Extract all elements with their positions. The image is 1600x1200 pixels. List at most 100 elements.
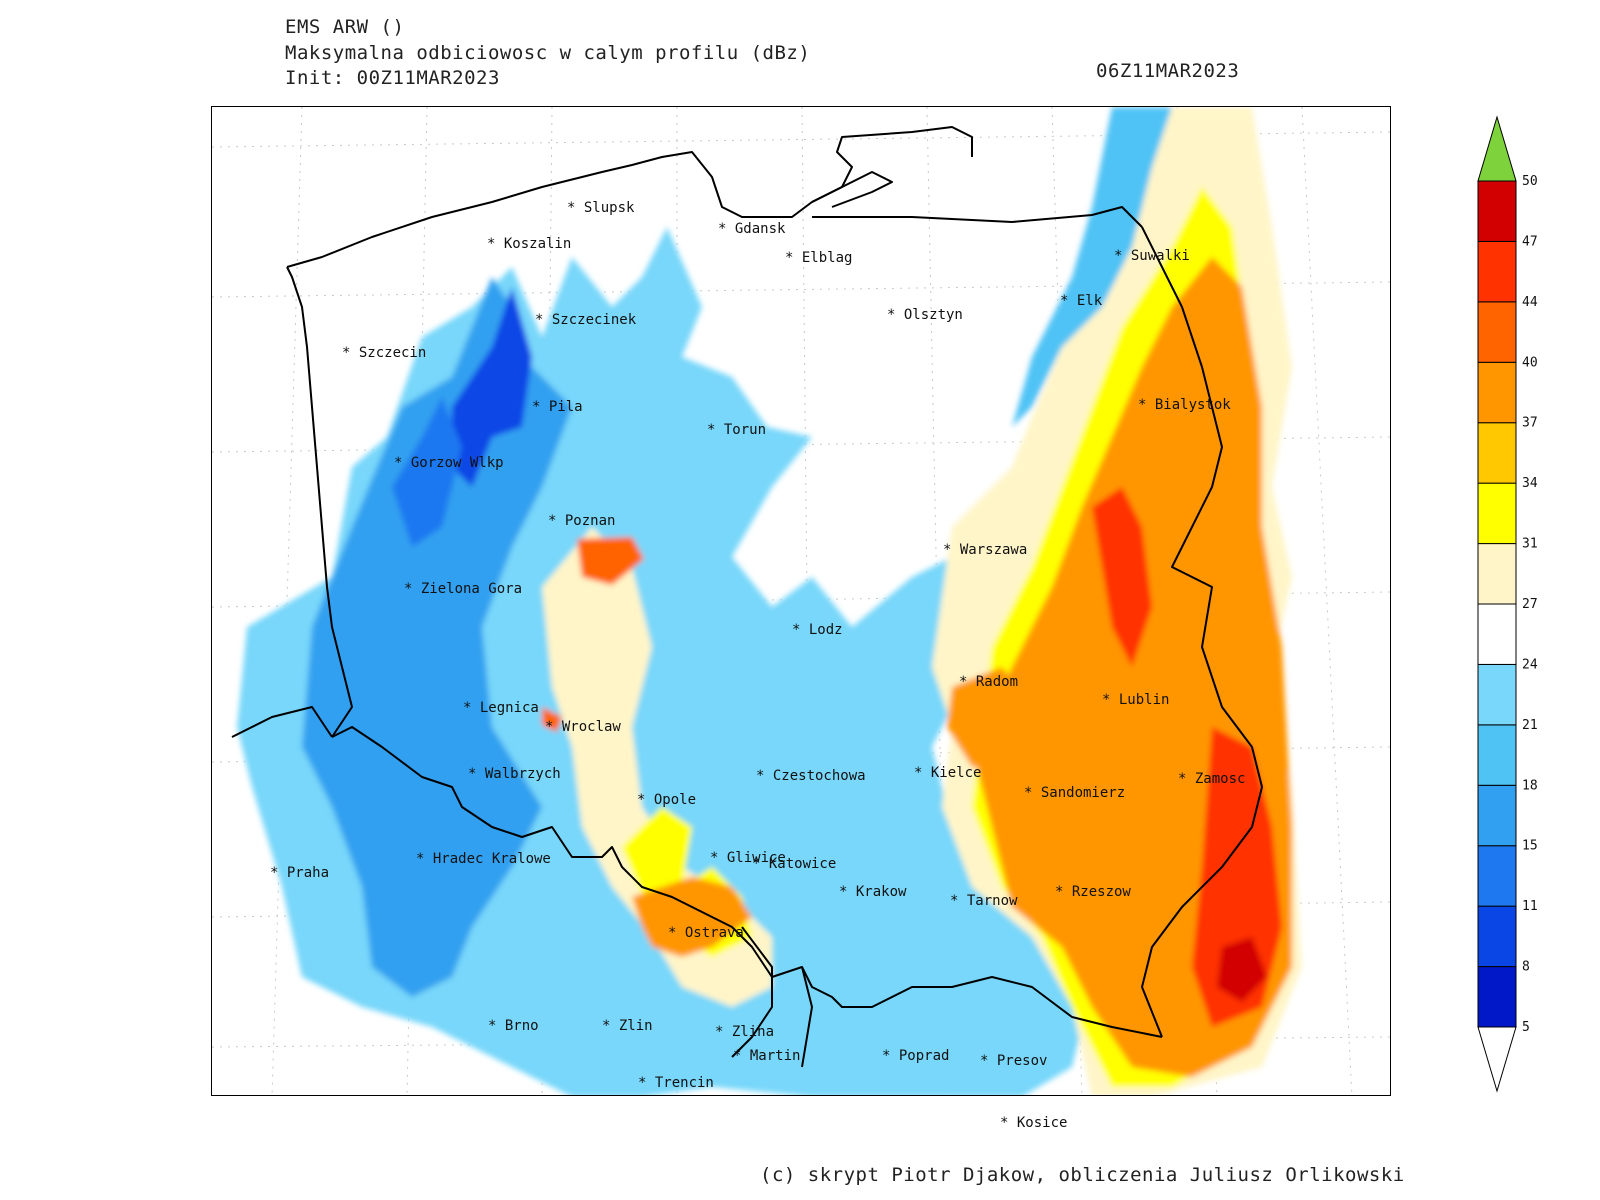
credit: (c) skrypt Piotr Djakow, obliczenia Juli… [760, 1164, 1405, 1186]
colorbar-tick-label: 18 [1522, 778, 1538, 793]
colorbar-tick-label: 50 [1522, 174, 1538, 189]
city-walbrzych: * Walbrzych [468, 766, 561, 782]
city-kosice-label-wrap: * Kosice [1000, 1115, 1067, 1131]
baltic-coast [286, 126, 973, 268]
city-gorzow: * Gorzow Wlkp [394, 455, 504, 471]
colorbar-box [1477, 724, 1517, 786]
eastern-border [1141, 226, 1263, 1038]
city-praha: * Praha [270, 865, 329, 881]
city-koszalin: * Koszalin [487, 236, 571, 252]
southern-border [331, 726, 1163, 1038]
city-krakow: * Krakow [839, 884, 907, 900]
colorbar-tick-label: 15 [1522, 839, 1538, 854]
colorbar-tick-label: 31 [1522, 537, 1538, 552]
city-pila: * Pila [532, 399, 583, 415]
city-kielce: * Kielce [914, 765, 981, 781]
city-gliwice: * Gliwice [710, 850, 786, 866]
city-kosice: * Kosice [1000, 1115, 1067, 1131]
colorbar-under-triangle [1477, 1026, 1517, 1093]
colorbar-tick-label: 47 [1522, 234, 1538, 249]
colorbar-labels: 5 8 11 15 18 21 24 27 31 34 37 40 44 47 50 [1522, 174, 1538, 1035]
western-border [286, 266, 353, 738]
colorbar-tick-label: 21 [1522, 718, 1538, 733]
colorbar-box [1477, 543, 1517, 605]
city-warszawa: * Warszawa [943, 542, 1027, 558]
init-time: Init: 00Z11MAR2023 [285, 67, 500, 89]
city-opole: * Opole [637, 792, 696, 808]
city-zamosc: * Zamosc [1178, 771, 1245, 787]
city-radom: * Radom [959, 674, 1018, 690]
city-lublin: * Lublin [1102, 692, 1169, 708]
city-martin: * Martin [733, 1048, 800, 1064]
city-szczecinek: * Szczecinek [535, 312, 637, 328]
model-title: EMS ARW () [285, 16, 405, 38]
city-olsztyn: * Olsztyn [887, 307, 963, 323]
city-trencin: * Trencin [638, 1075, 714, 1091]
colorbar-tick-label: 44 [1522, 295, 1538, 310]
echo-dark-blue-north [392, 397, 462, 547]
city-szczecin: * Szczecin [342, 345, 426, 361]
city-elblag: * Elblag [785, 250, 852, 266]
city-poznan: * Poznan [548, 513, 615, 529]
colorbar-box [1477, 482, 1517, 545]
colorbar-box [1477, 180, 1517, 242]
west-border-south [231, 706, 333, 738]
city-legnica: * Legnica [463, 700, 539, 716]
colorbar-box [1477, 301, 1517, 363]
colorbar-tick-label: 27 [1522, 597, 1538, 612]
city-torun: * Torun [707, 422, 766, 438]
slovak-hungary-border [801, 966, 813, 1068]
colorbar-box [1477, 905, 1517, 968]
city-czestochowa: * Czestochowa [756, 768, 866, 784]
echo-red-lublin [1092, 487, 1152, 667]
colorbar-tick-label: 34 [1522, 476, 1538, 491]
colorbar-box [1477, 663, 1517, 726]
colorbar-box [1477, 784, 1517, 847]
colorbar-tick-label: 40 [1522, 355, 1538, 370]
reflectivity-field [237, 107, 1302, 1095]
colorbar-tick-label: 8 [1522, 960, 1530, 975]
valid-time: 06Z11MAR2023 [1096, 60, 1240, 82]
colorbar-box [1477, 966, 1517, 1028]
city-gdansk: * Gdansk [718, 221, 786, 237]
city-presov: * Presov [980, 1053, 1047, 1069]
colorbar-tick-label: 5 [1522, 1020, 1530, 1035]
country-borders [231, 126, 1263, 1068]
colorbar-box [1477, 361, 1517, 424]
city-zielona-gora: * Zielona Gora [404, 581, 522, 597]
city-brno: * Brno [488, 1018, 539, 1034]
echo-blue-west [302, 277, 572, 997]
city-tarnow: * Tarnow [950, 893, 1018, 909]
reflectivity-map: * Slupsk * Koszalin * Gdansk * Elblag * … [211, 106, 1391, 1096]
city-wroclaw: * Wroclaw [545, 719, 621, 735]
colorbar: 5 8 11 15 18 21 24 27 31 34 37 40 44 47 50 [1477, 115, 1538, 1093]
colorbar-box [1477, 422, 1517, 484]
echo-blue-northeast [1012, 107, 1172, 427]
city-sandomierz: * Sandomierz [1024, 785, 1125, 801]
northern-border [812, 206, 1143, 228]
city-hradec-kralowe: * Hradec Kralowe [416, 851, 551, 867]
vistula-lagoon [811, 171, 893, 208]
echo-orange-radom [947, 667, 1032, 767]
city-suwalki: * Suwalki [1114, 248, 1190, 264]
city-slupsk: * Slupsk [567, 200, 635, 216]
czech-slovak-border [731, 926, 773, 1058]
echo-orange-poznan [577, 537, 644, 585]
colorbar-box [1477, 845, 1517, 907]
echo-orange-wroclaw [542, 707, 562, 732]
city-ostrava: * Ostrava [668, 925, 744, 941]
colorbar-tick-label: 11 [1522, 899, 1538, 914]
echo-dark-red [1217, 937, 1267, 1002]
colorbar-over-triangle [1477, 115, 1517, 182]
city-elk: * Elk [1060, 293, 1103, 309]
city-rzeszow: * Rzeszow [1055, 884, 1131, 900]
colorbar-tick-label: 24 [1522, 657, 1538, 672]
echo-orange-ostrava [632, 877, 752, 957]
city-katowice: * Katowice [752, 856, 836, 872]
city-lodz: * Lodz [792, 622, 843, 638]
echo-red-southeast [1192, 727, 1282, 1027]
city-zlina: * Zlina [715, 1024, 774, 1040]
city-bialystok: * Bialystok [1138, 397, 1231, 413]
colorbar-tick-label: 37 [1522, 416, 1538, 431]
field-title: Maksymalna odbiciowosc w calym profilu (… [285, 42, 811, 64]
